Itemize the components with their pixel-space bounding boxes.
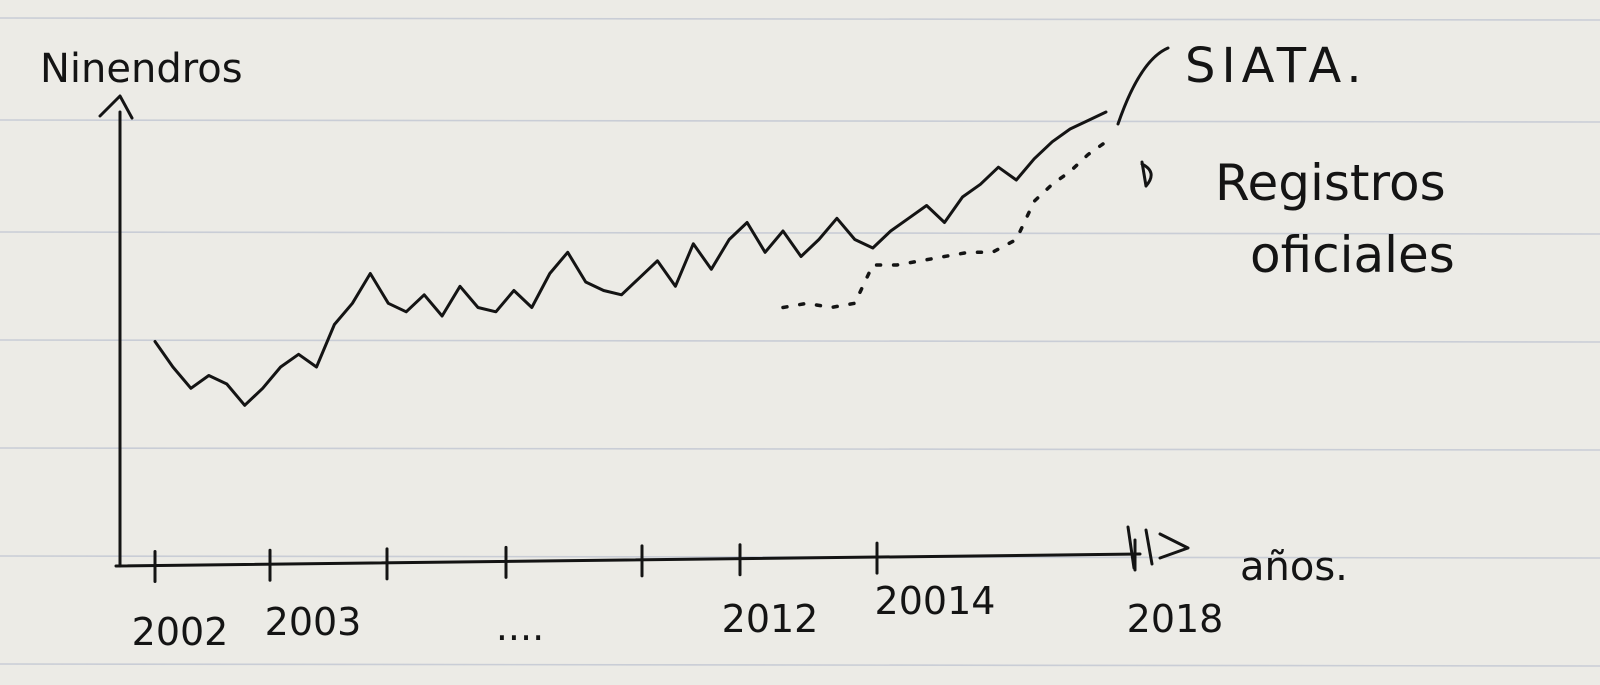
series-line-siata: [153, 110, 1108, 407]
x-axis-label: años.: [1240, 544, 1348, 590]
ruled-line: [0, 119, 1600, 123]
notebook-ruled-lines: [0, 17, 1600, 667]
registros-pointer: [1140, 160, 1153, 188]
x-tick-label: 2003: [265, 600, 362, 644]
series-line-registros-oficiales: [781, 140, 1108, 310]
ruled-line: [0, 339, 1600, 343]
ruled-line: [0, 231, 1600, 235]
series-label-siata: SIATA.: [1185, 38, 1368, 94]
x-tick-label: 2018: [1127, 597, 1224, 641]
x-axis-arrow: [1126, 525, 1190, 570]
siata-pointer: [1116, 46, 1170, 126]
x-axis-ticks: [153, 538, 1137, 584]
series-annotations: SIATA. Registros oficiales: [1116, 38, 1455, 284]
ruled-line: [0, 663, 1600, 667]
x-tick-label: 20014: [875, 579, 996, 623]
x-tick-label: ....: [496, 605, 544, 649]
series-layer: [153, 110, 1108, 407]
x-tick-label: 2002: [132, 610, 229, 654]
y-axis-label: Ninendros: [40, 46, 243, 92]
y-axis-arrow: [98, 94, 134, 120]
x-axis-tick-labels: 2002 2003.... 2012 20014 2018: [132, 579, 1224, 654]
ruled-line: [0, 17, 1600, 21]
x-tick-label: 2012: [722, 597, 819, 641]
x-axis-line: [114, 552, 1142, 568]
series-label-registros-oficiales: Registros oficiales: [1215, 154, 1455, 284]
ruled-line: [0, 447, 1600, 451]
